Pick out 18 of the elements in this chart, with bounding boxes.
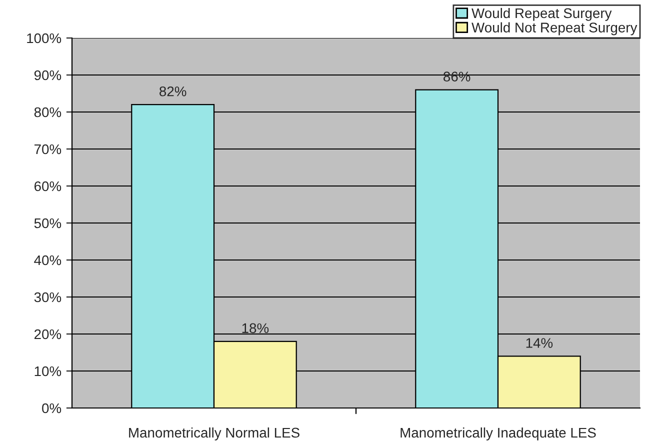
legend-label: Would Repeat Surgery <box>472 8 612 21</box>
y-tick-label: 70% <box>34 144 62 154</box>
y-tick-label: 0% <box>42 403 62 414</box>
data-label: 18% <box>242 323 269 334</box>
y-tick-label: 90% <box>34 70 62 80</box>
y-tick-label: 80% <box>34 107 62 118</box>
y-tick-label: 10% <box>34 366 62 376</box>
y-tick-label: 20% <box>34 329 62 340</box>
y-tick-label: 30% <box>34 292 62 302</box>
data-label: 82% <box>160 86 186 96</box>
legend-label: Would Not Repeat Surgery <box>472 22 638 36</box>
x-tick-label: Manometrically Normal LES <box>129 427 300 440</box>
data-label: 14% <box>526 338 553 348</box>
y-tick-label: 50% <box>34 218 62 228</box>
y-tick-label: 60% <box>34 181 62 192</box>
y-tick-label: 100% <box>27 33 62 44</box>
x-tick-label: Manometrically Inadequate LES <box>400 427 596 440</box>
y-tick-label: 40% <box>34 255 62 266</box>
